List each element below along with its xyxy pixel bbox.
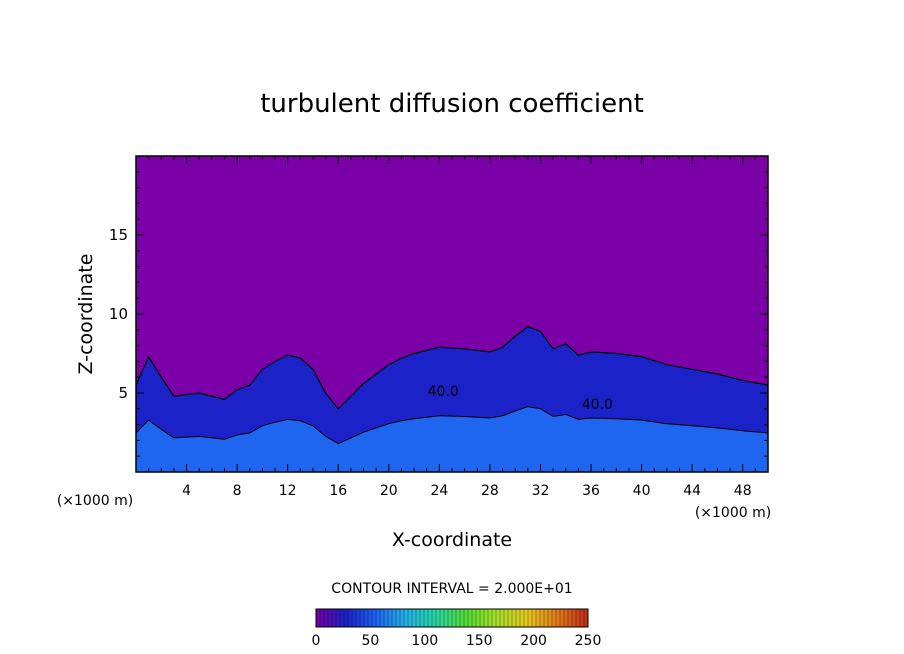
x-tick-label: 4 xyxy=(182,483,191,499)
colorbar-tick-label: 250 xyxy=(575,633,602,649)
colorbar: 0 50 100 150 200 250 xyxy=(312,608,602,649)
x-tick-label: 12 xyxy=(279,483,297,499)
x-tick-label: 40 xyxy=(633,483,651,499)
contour-interval-label: CONTOUR INTERVAL = 2.000E+01 xyxy=(331,581,572,597)
y-tick-label: 10 xyxy=(109,305,128,323)
colorbar-tick-label: 200 xyxy=(520,633,547,649)
x-tick-label: 32 xyxy=(532,483,550,499)
turbulent-layer-inner-region xyxy=(136,406,768,472)
x-tick-label: 20 xyxy=(380,483,398,499)
chart-title: turbulent diffusion coefficient xyxy=(260,89,644,119)
colorbar-tick-label: 150 xyxy=(466,633,493,649)
x-tick-label: 44 xyxy=(683,483,701,499)
colorbar-tick-label: 100 xyxy=(411,633,438,649)
plot-area xyxy=(136,156,768,472)
turbulent-layer xyxy=(136,325,768,472)
y-tick-label: 5 xyxy=(118,384,128,402)
contour-label: 40.0 xyxy=(582,397,613,413)
x-unit-left: (×1000 m) xyxy=(57,493,133,509)
colorbar-frame xyxy=(315,608,589,628)
x-axis-label: X-coordinate xyxy=(392,529,512,551)
x-unit-right: (×1000 m) xyxy=(695,505,771,521)
contour-label: 40.0 xyxy=(428,384,459,400)
x-tick-label: 24 xyxy=(430,483,448,499)
y-tick-label: 15 xyxy=(109,226,128,244)
x-tick-label: 36 xyxy=(582,483,600,499)
x-tick-label: 16 xyxy=(329,483,347,499)
x-tick-label: 48 xyxy=(734,483,752,499)
x-tick-label: 8 xyxy=(233,483,242,499)
colorbar-tick-label: 50 xyxy=(361,633,379,649)
y-axis-label: Z-coordinate xyxy=(75,254,97,375)
colorbar-tick-label: 0 xyxy=(312,633,321,649)
x-tick-label: 28 xyxy=(481,483,499,499)
